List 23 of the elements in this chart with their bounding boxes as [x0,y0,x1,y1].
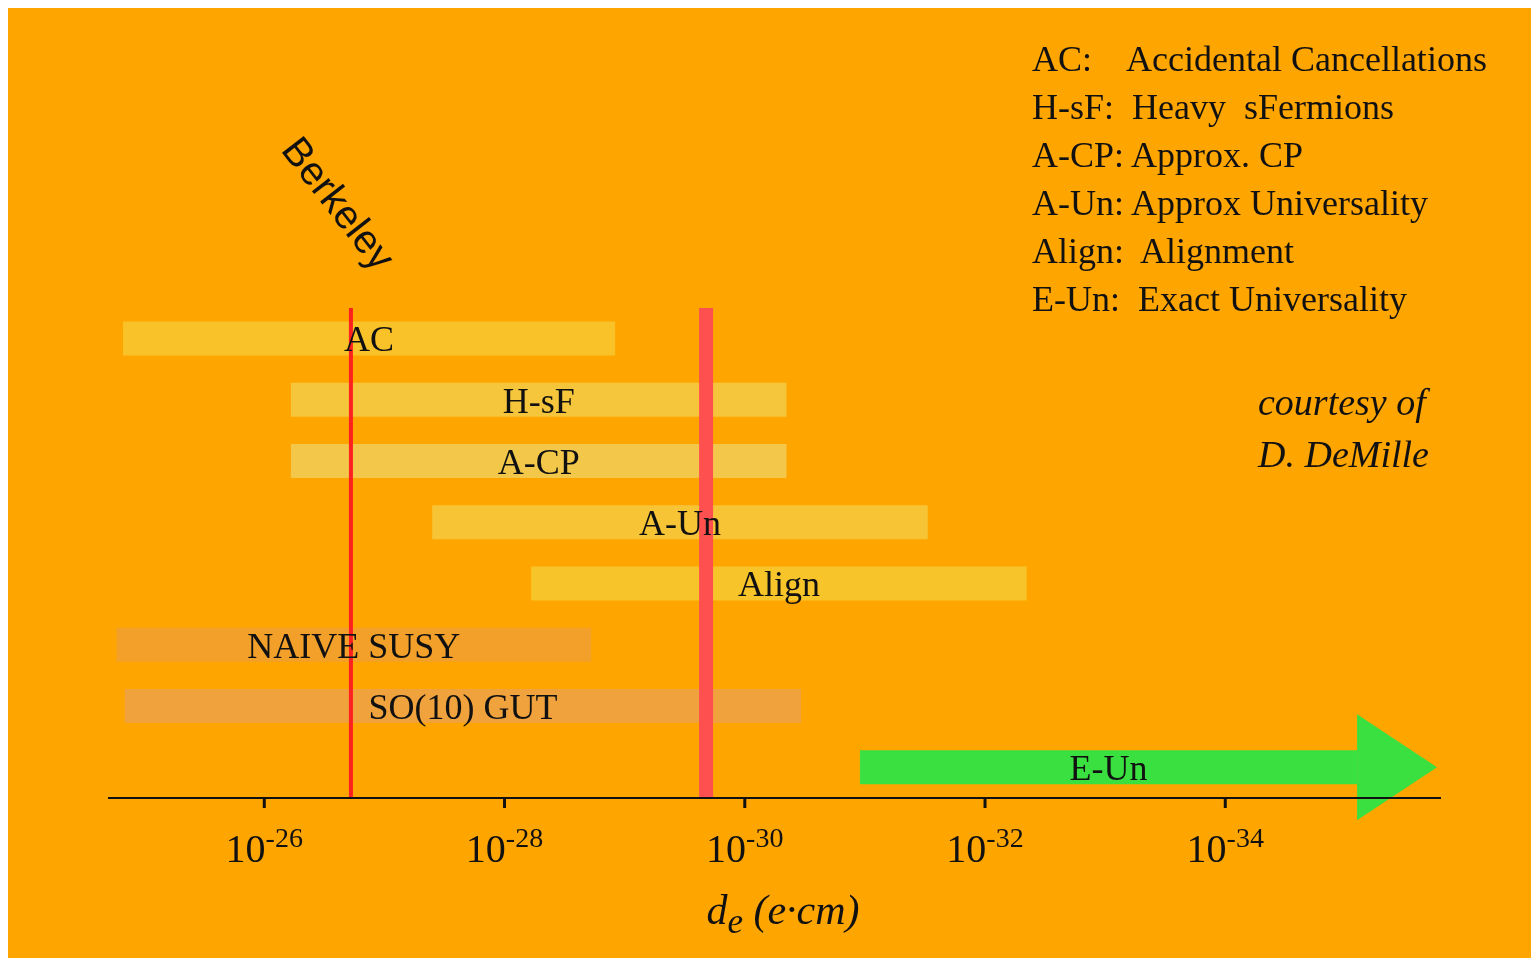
bar [290,382,787,417]
y-tick-label: A-Un [638,503,721,544]
text: A-Un: Approx Universality [1032,182,1428,224]
bar [123,321,616,356]
y-tick-label: E-Un [1069,748,1148,789]
x-tick-label: 10$^{-30}$ [706,821,784,871]
y-tick-label: H-sF [502,380,575,421]
x-tick-label: 10$^{-34}$ [1186,821,1264,871]
x-tick-label: 10$^{-28}$ [465,821,544,871]
text: AC: Accidental Cancellations [1032,38,1487,80]
bar [290,443,787,478]
annotation: courtesy of D. DeMille [1258,380,1431,477]
text: H-sF: Heavy sFermions [1032,86,1394,128]
y-tick-label: SO(10) GUT [368,686,558,727]
text: Align: Alignment [1032,230,1295,272]
y-tick-label: Align [737,564,820,605]
x-tick-label: 10$^{-26}$ [225,821,303,871]
annotation: E-Un: Exact Universality [1032,278,1407,320]
text: A-CP: Approx. CP [1032,134,1304,176]
bar [432,505,928,540]
y-tick-label: A-CP [497,441,580,482]
x-tick-label: 10$^{-32}$ [946,821,1024,871]
x-axis-title: d$_{e}$ (e·cm) [705,886,861,943]
